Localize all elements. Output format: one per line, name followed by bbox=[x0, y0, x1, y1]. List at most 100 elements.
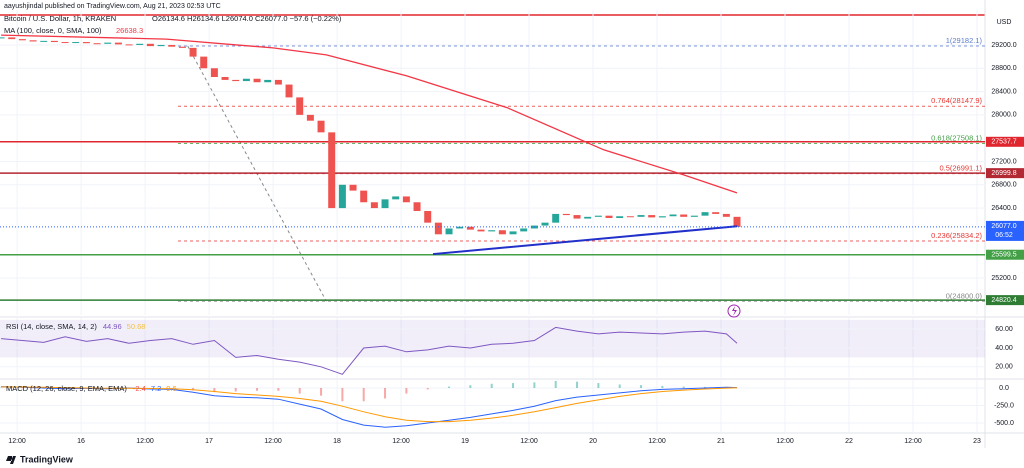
candle bbox=[552, 213, 560, 223]
candle bbox=[701, 212, 709, 216]
candle bbox=[296, 97, 304, 115]
macd-histogram bbox=[490, 383, 493, 388]
x-tick-label: 12:00 bbox=[136, 438, 154, 445]
footer-brand: TradingView bbox=[20, 454, 74, 464]
rsi-band bbox=[0, 319, 985, 358]
x-tick-label: 17 bbox=[205, 438, 213, 445]
candle bbox=[221, 77, 229, 80]
plot: 12:00 16 12:00 17 12:00 18 12:00 19 12:00 20 12:00… bbox=[0, 10, 1024, 445]
candle bbox=[136, 43, 144, 45]
candle bbox=[370, 202, 378, 209]
candle bbox=[616, 216, 624, 218]
ma-legend: MA (100, close, 0, SMA, 100) bbox=[4, 26, 102, 35]
candle bbox=[392, 196, 400, 200]
x-tick-label: 23 bbox=[973, 438, 981, 445]
moving-average bbox=[1, 34, 738, 194]
candle bbox=[18, 39, 26, 41]
x-tick-label: 22 bbox=[845, 438, 853, 445]
candle bbox=[445, 228, 453, 235]
candle bbox=[274, 79, 282, 85]
candle bbox=[93, 43, 101, 45]
candle bbox=[189, 47, 197, 57]
macd-histogram bbox=[618, 384, 621, 388]
macd-histogram bbox=[576, 381, 579, 388]
event-icon[interactable] bbox=[727, 304, 741, 318]
y-tick-label: 25200.0 bbox=[991, 275, 1016, 282]
candle bbox=[338, 184, 346, 209]
candle bbox=[712, 212, 720, 214]
candle bbox=[488, 230, 496, 232]
macd-histogram bbox=[448, 386, 451, 388]
ohlc: O26134.6 H26134.6 L26074.0 C26077.0 −57.… bbox=[152, 14, 342, 23]
macd-histogram bbox=[256, 387, 259, 391]
x-tick-label: 12:00 bbox=[776, 438, 794, 445]
candle bbox=[328, 132, 336, 209]
fib-label: 0(24800.0) bbox=[946, 291, 983, 300]
candle bbox=[306, 114, 314, 121]
level-tag-label: 25599.5 bbox=[991, 252, 1016, 259]
logo bbox=[6, 456, 16, 464]
legend-value: 50.68 bbox=[127, 322, 146, 331]
indicator-legend: RSI (14, close, SMA, 14, 2) bbox=[6, 322, 97, 331]
x-tick-label: 12:00 bbox=[648, 438, 666, 445]
fib-label: 0.764(28147.9) bbox=[931, 96, 982, 105]
candle bbox=[680, 214, 688, 217]
candle bbox=[360, 190, 368, 203]
level-tag-label: 26999.8 bbox=[991, 170, 1016, 177]
candle bbox=[104, 42, 112, 44]
macd-histogram bbox=[234, 387, 237, 392]
macd-histogram bbox=[704, 386, 707, 388]
level-tag bbox=[986, 295, 1024, 306]
fib-label: 0.236(25834.2) bbox=[931, 231, 982, 240]
candle bbox=[381, 199, 389, 209]
macd-histogram bbox=[640, 385, 643, 388]
candle bbox=[722, 213, 730, 217]
candle bbox=[541, 222, 549, 226]
macd-histogram bbox=[213, 387, 216, 393]
candle bbox=[456, 226, 464, 229]
y-tick-label: 27200.0 bbox=[991, 158, 1016, 165]
level-tag bbox=[986, 249, 1024, 260]
candle bbox=[584, 216, 592, 219]
y-tick-label: 26800.0 bbox=[991, 182, 1016, 189]
current-price: 26077.0 bbox=[991, 223, 1016, 230]
y-tick-label: 60.00 bbox=[995, 326, 1013, 333]
candle bbox=[146, 43, 154, 47]
macd-histogram bbox=[384, 387, 387, 399]
candle bbox=[8, 37, 16, 40]
macd-histogram bbox=[362, 387, 365, 402]
y-tick-label: 29200.0 bbox=[991, 42, 1016, 49]
y-tick-label: -250.0 bbox=[994, 402, 1014, 409]
candle bbox=[264, 79, 272, 83]
x-tick-label: 12:00 bbox=[904, 438, 922, 445]
macd-histogram bbox=[298, 387, 301, 394]
y-tick-label: 28000.0 bbox=[991, 112, 1016, 119]
macd-histogram bbox=[554, 380, 557, 388]
countdown: 06:52 bbox=[995, 232, 1013, 239]
x-tick-label: 21 bbox=[717, 438, 725, 445]
y-tick-label: 28800.0 bbox=[991, 65, 1016, 72]
macd-histogram bbox=[469, 385, 472, 388]
candle bbox=[509, 231, 517, 235]
candle bbox=[157, 44, 165, 47]
candle bbox=[232, 79, 240, 82]
candle bbox=[72, 42, 80, 44]
ma-value: 26638.3 bbox=[116, 26, 143, 35]
candle bbox=[50, 40, 58, 43]
fib-label: 0.5(26991.1) bbox=[939, 164, 982, 173]
candle bbox=[648, 215, 656, 218]
y-tick-label: 26400.0 bbox=[991, 205, 1016, 212]
fib-label: 0.618(27508.1) bbox=[931, 134, 982, 143]
level-tag-label: 27537.7 bbox=[991, 139, 1016, 146]
candle bbox=[349, 184, 357, 191]
candle bbox=[402, 196, 410, 203]
candle bbox=[210, 68, 218, 78]
candle bbox=[178, 46, 186, 48]
candle bbox=[29, 40, 37, 42]
macd-histogram bbox=[341, 387, 344, 402]
candle bbox=[573, 215, 581, 219]
candle bbox=[690, 215, 698, 217]
candle bbox=[61, 42, 69, 44]
candle bbox=[605, 215, 613, 218]
